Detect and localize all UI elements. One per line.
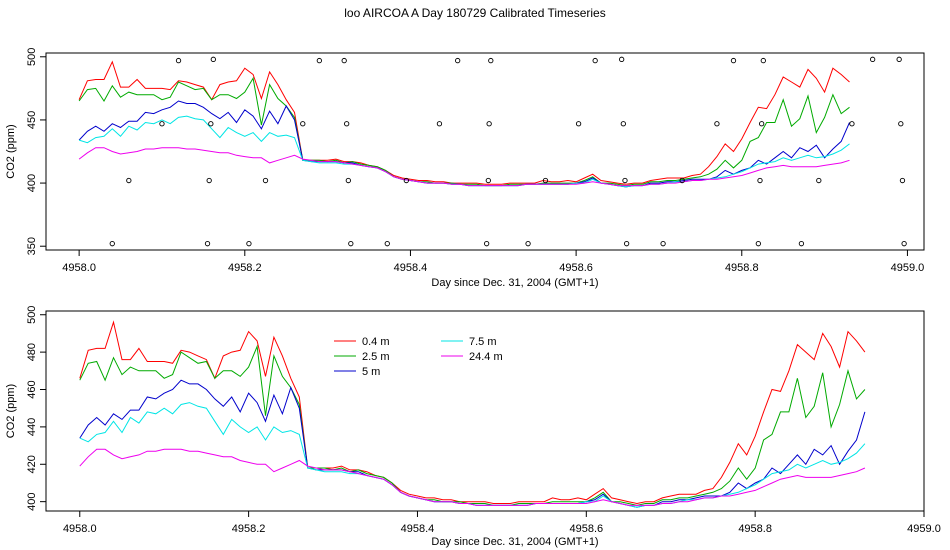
scatter-point [757,177,763,184]
scatter-point [316,57,322,64]
scatter-point [204,241,211,247]
top-panel: 4958.0 4958.2 4958.4 4958.6 4958.8 4959.0 350 4… [5,48,925,289]
y-tick-label: 440 [26,418,38,436]
scatter-point [755,241,761,247]
y-axis-label: CO2 (ppm) [5,124,17,178]
scatter-point [849,121,855,127]
scatter-point [816,177,822,184]
scatter-point [896,56,902,62]
y-tick-label: 400 [26,492,38,510]
y-tick-label: 400 [26,174,38,192]
scatter-point [525,241,531,247]
x-tick-label: 4958.8 [738,523,772,535]
x-axis-label: Day since Dec. 31, 2004 (GMT+1) [431,536,598,548]
scatter-point [622,177,628,184]
y-tick-label: 480 [26,343,38,361]
y-tick-label: 350 [26,237,38,255]
scatter-point [341,57,347,64]
scatter-point [623,241,630,247]
legend-label: 5 m [362,366,380,378]
y-tick-label: 500 [26,306,38,324]
scatter-point [486,121,492,127]
bottom-panel: 4958.0 4958.2 4958.4 4958.6 4958.8 4959.0 400 4… [5,306,941,548]
x-tick-label: 4958.4 [394,262,428,274]
legend-label: 7.5 m [469,336,497,348]
scatter-point [730,57,737,64]
x-tick-label: 4959.0 [907,523,941,535]
x-tick-label: 4959.0 [891,262,925,274]
x-tick-label: 4958.2 [232,523,266,535]
scatter-point [345,177,351,184]
scatter-point [126,177,132,184]
series-line-2-5-m [79,344,866,506]
x-tick-label: 4958.0 [63,523,97,535]
scatter-point [210,56,216,62]
scatter-point [798,241,805,247]
scatter-point [620,121,626,127]
scatter-point [899,177,906,184]
scatter-point [384,241,390,247]
scatter-point [575,121,582,127]
scatter-point [485,177,491,184]
scatter-point [208,121,214,127]
series-line-0-4-m [79,320,866,505]
chart-title: loo AIRCOA A Day 180729 Calibrated Times… [344,6,606,20]
series-line-0-4-m [78,60,850,185]
x-tick-label: 4958.8 [725,262,759,274]
scatter-point [436,121,443,127]
scatter-point [206,177,212,184]
scatter-point [344,121,350,127]
legend-label: 2.5 m [362,351,390,363]
scatter-point [759,121,765,127]
scatter-point [901,241,907,247]
scatter-point [869,56,876,62]
x-tick-label: 4958.6 [569,523,603,535]
scatter-point [898,121,904,127]
scatter-point [175,57,182,64]
scatter-point [159,121,165,127]
scatter-point [246,241,252,247]
x-axis-label: Day since Dec. 31, 2004 (GMT+1) [431,277,598,289]
plot-frame [45,310,925,512]
scatter-point [109,241,115,247]
y-axis-label: CO2 (ppm) [5,384,17,438]
series-line-2-5-m [78,76,850,187]
scatter-point [262,177,269,184]
scatter-point [484,241,490,247]
legend-label: 0.4 m [362,336,390,348]
scatter-point [403,177,409,184]
legend-label: 24.4 m [469,351,503,363]
scatter-point [760,57,766,64]
series-line-24-4-m [79,448,866,506]
scatter-point [542,177,549,184]
scatter-point [348,241,354,247]
y-tick-label: 420 [26,455,38,473]
plot-frame [45,52,925,251]
y-tick-label: 500 [26,48,38,66]
scatter-point [714,121,720,127]
scatter-point [619,56,625,62]
scatter-point [592,57,598,64]
x-tick-label: 4958.6 [559,262,593,274]
y-tick-label: 450 [26,111,38,129]
x-tick-label: 4958.4 [401,523,435,535]
scatter-point [300,121,306,127]
scatter-point [455,57,461,64]
y-tick-label: 460 [26,380,38,398]
x-tick-label: 4958.2 [228,262,262,274]
scatter-point [488,57,494,64]
series-line-24-4-m [78,147,850,187]
scatter-point [660,241,666,247]
scatter-point [679,177,685,184]
x-tick-label: 4958.0 [62,262,96,274]
